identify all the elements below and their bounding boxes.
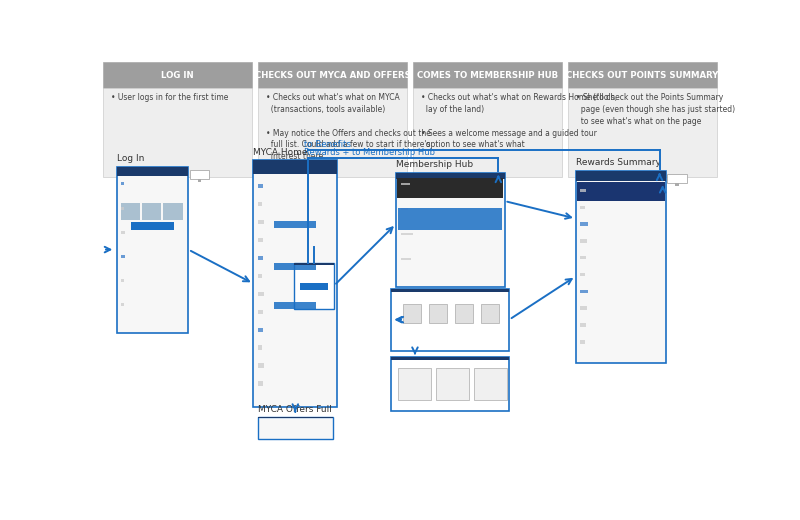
Bar (402, 233, 413, 236)
Bar (577, 182, 665, 201)
Bar (254, 161, 337, 174)
Bar (413, 88, 562, 176)
Bar (580, 189, 586, 192)
Bar (258, 417, 333, 418)
Bar (294, 263, 334, 265)
Bar (258, 238, 263, 242)
Bar (258, 202, 262, 206)
Bar (576, 171, 666, 363)
Bar (580, 205, 585, 209)
Bar (103, 62, 252, 88)
Bar (455, 304, 473, 323)
Bar (121, 279, 124, 282)
Bar (274, 221, 316, 228)
Bar (300, 283, 328, 290)
Bar (131, 222, 174, 230)
Bar (258, 256, 262, 260)
Text: • Checks out what's what on MYCA
  (transactions, tools available)

• May notice: • Checks out what's what on MYCA (transa… (266, 93, 430, 161)
Bar (121, 203, 140, 219)
Bar (402, 258, 411, 261)
Bar (258, 292, 264, 296)
Bar (403, 304, 421, 323)
Bar (675, 183, 678, 186)
Bar (121, 231, 126, 234)
Bar (580, 273, 585, 276)
Bar (580, 306, 587, 310)
Bar (258, 184, 262, 188)
Bar (258, 328, 262, 332)
Bar (391, 289, 509, 350)
Bar (121, 206, 123, 210)
Bar (568, 88, 717, 176)
Text: MYCA Home: MYCA Home (254, 148, 308, 157)
Bar (398, 368, 431, 400)
Bar (580, 239, 587, 243)
Bar (580, 223, 588, 226)
Text: • She'll check out the Points Summary
  page (even though she has just started)
: • She'll check out the Points Summary pa… (575, 93, 734, 126)
Bar (568, 62, 717, 88)
Bar (254, 161, 337, 407)
Text: • User logs in for the first time: • User logs in for the first time (110, 93, 228, 102)
Bar (667, 174, 687, 183)
Text: to Benefits: to Benefits (304, 140, 350, 149)
Text: MYCA Offers Full: MYCA Offers Full (258, 405, 332, 413)
Bar (402, 184, 410, 186)
Bar (391, 357, 509, 411)
Bar (258, 309, 263, 314)
Bar (580, 256, 586, 259)
Bar (580, 323, 586, 327)
Bar (117, 166, 188, 176)
Bar (391, 289, 509, 292)
Bar (429, 304, 446, 323)
Bar (274, 302, 316, 309)
Text: CHECKS OUT MYCA AND OFFERS: CHECKS OUT MYCA AND OFFERS (254, 71, 410, 80)
Bar (142, 203, 162, 219)
Bar (474, 368, 507, 400)
Bar (580, 290, 588, 293)
Bar (580, 340, 585, 344)
Bar (258, 88, 407, 176)
Bar (103, 88, 252, 176)
Bar (163, 203, 182, 219)
Bar (413, 62, 562, 88)
Bar (190, 170, 210, 178)
Text: Membership Hub: Membership Hub (396, 160, 473, 170)
Bar (258, 220, 264, 224)
Bar (396, 173, 505, 179)
Bar (117, 166, 188, 333)
Text: • Checks out what's what on Rewards Home (tools,
  lay of the land)

• Sees a we: • Checks out what's what on Rewards Home… (421, 93, 617, 149)
Bar (294, 263, 334, 309)
Text: COMES TO MEMBERSHIP HUB: COMES TO MEMBERSHIP HUB (417, 71, 558, 80)
Bar (481, 304, 498, 323)
Bar (576, 171, 666, 181)
Bar (121, 304, 123, 306)
Bar (258, 417, 333, 439)
Text: Log In: Log In (117, 154, 145, 163)
Bar (396, 173, 505, 287)
Bar (397, 178, 503, 198)
Text: CHECKS OUT POINTS SUMMARY: CHECKS OUT POINTS SUMMARY (566, 71, 718, 80)
Bar (258, 274, 262, 278)
Bar (258, 363, 264, 368)
Bar (402, 209, 408, 211)
Bar (258, 62, 407, 88)
Text: Rewards + to Membership Hub: Rewards + to Membership Hub (304, 148, 434, 157)
Text: Rewards Summary: Rewards Summary (576, 158, 661, 167)
Bar (436, 368, 469, 400)
Bar (258, 345, 262, 350)
Bar (198, 178, 202, 181)
Bar (258, 381, 263, 386)
Bar (121, 183, 124, 185)
Bar (398, 208, 502, 229)
Bar (274, 263, 316, 270)
Text: LOG IN: LOG IN (161, 71, 194, 80)
Bar (121, 255, 125, 258)
Bar (391, 357, 509, 360)
